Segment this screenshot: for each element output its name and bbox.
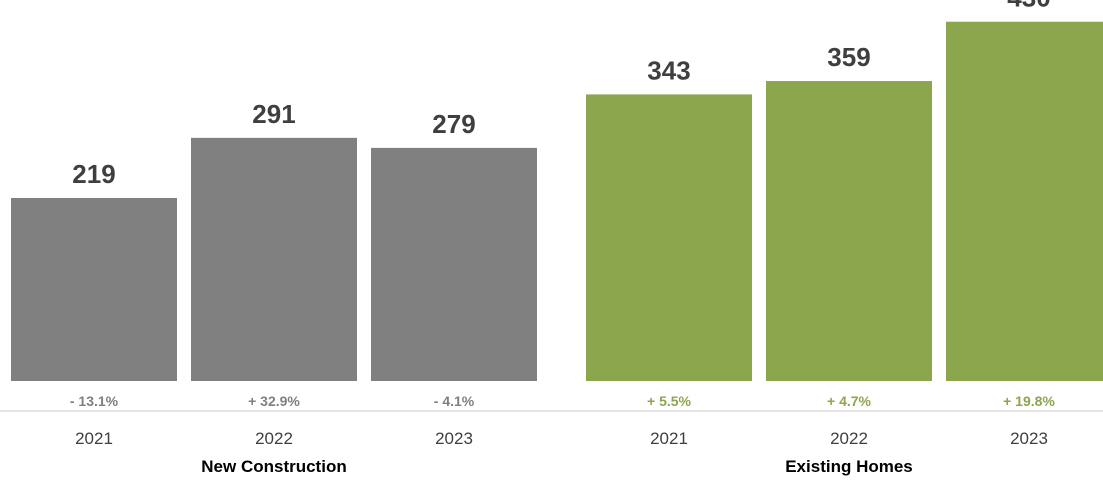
value-label: 343 xyxy=(647,55,690,85)
value-label: 279 xyxy=(432,109,475,139)
change-label: + 4.7% xyxy=(827,393,872,409)
bar-existing-homes-2023 xyxy=(946,21,1103,381)
group-label: New Construction xyxy=(201,457,346,476)
value-label: 291 xyxy=(252,99,295,129)
bar-existing-homes-2021 xyxy=(586,94,752,381)
change-label: - 13.1% xyxy=(70,393,119,409)
year-tick-label: 2021 xyxy=(650,429,688,448)
change-label: + 5.5% xyxy=(647,393,692,409)
year-tick-label: 2022 xyxy=(830,429,868,448)
bar-new-construction-2021 xyxy=(11,198,177,381)
year-tick-label: 2023 xyxy=(1010,429,1048,448)
year-tick-label: 2021 xyxy=(75,429,113,448)
group-label: Existing Homes xyxy=(785,457,913,476)
change-label: + 32.9% xyxy=(248,393,300,409)
value-label: 359 xyxy=(827,42,870,72)
value-label: 219 xyxy=(72,159,115,189)
bar-new-construction-2022 xyxy=(191,137,357,381)
value-label: 430 xyxy=(1007,0,1050,13)
bar-new-construction-2023 xyxy=(371,147,537,381)
year-tick-label: 2023 xyxy=(435,429,473,448)
bar-existing-homes-2022 xyxy=(766,81,932,381)
year-tick-label: 2022 xyxy=(255,429,293,448)
change-label: - 4.1% xyxy=(434,393,475,409)
change-label: + 19.8% xyxy=(1003,393,1055,409)
